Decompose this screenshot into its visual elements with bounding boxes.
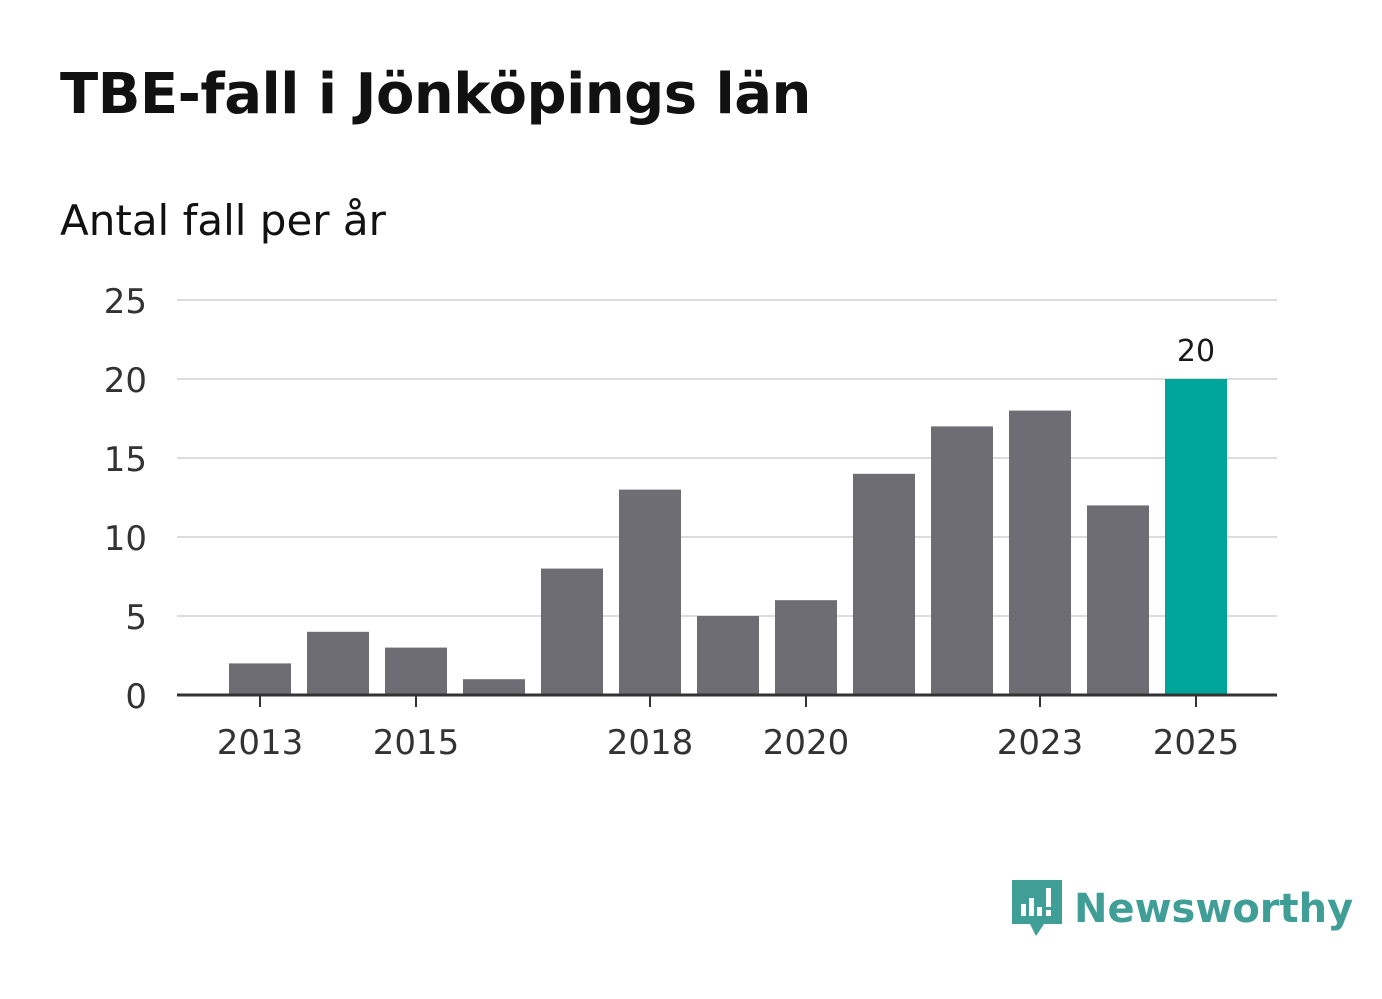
y-tick-label: 25 [104,282,147,322]
bar-2022 [931,426,993,695]
bar-2023 [1009,410,1071,695]
x-tick-label: 2023 [997,723,1084,763]
bar-2021 [853,473,915,695]
x-tick-label: 2020 [763,723,850,763]
data-label: 20 [1177,334,1215,369]
x-tick-label: 2013 [217,723,304,763]
bar-2014 [307,631,369,695]
y-tick-label: 10 [104,519,147,559]
y-tick-label: 5 [125,598,147,638]
newsworthy-logo-icon [1012,880,1062,936]
bar-2016 [463,679,525,695]
y-tick-label: 20 [104,361,147,401]
y-tick-label: 0 [125,677,147,717]
y-tick-label: 15 [104,440,147,480]
chart-subtitle: Antal fall per år [60,196,386,245]
brand-logo: Newsworthy [1010,878,1353,940]
bar-2017 [541,568,603,695]
x-tick-label: 2018 [607,723,694,763]
bar-2013 [229,663,291,695]
x-tick-label: 2025 [1153,723,1240,763]
bar-2019 [697,616,759,695]
chart-title: TBE-fall i Jönköpings län [60,62,811,127]
brand-name: Newsworthy [1074,886,1354,932]
bar-2024 [1087,505,1149,695]
bar-2018 [619,489,681,695]
bar-2020 [775,600,837,695]
bar-2025 [1165,379,1227,695]
bar-2015 [385,647,447,695]
x-tick-label: 2015 [373,723,460,763]
